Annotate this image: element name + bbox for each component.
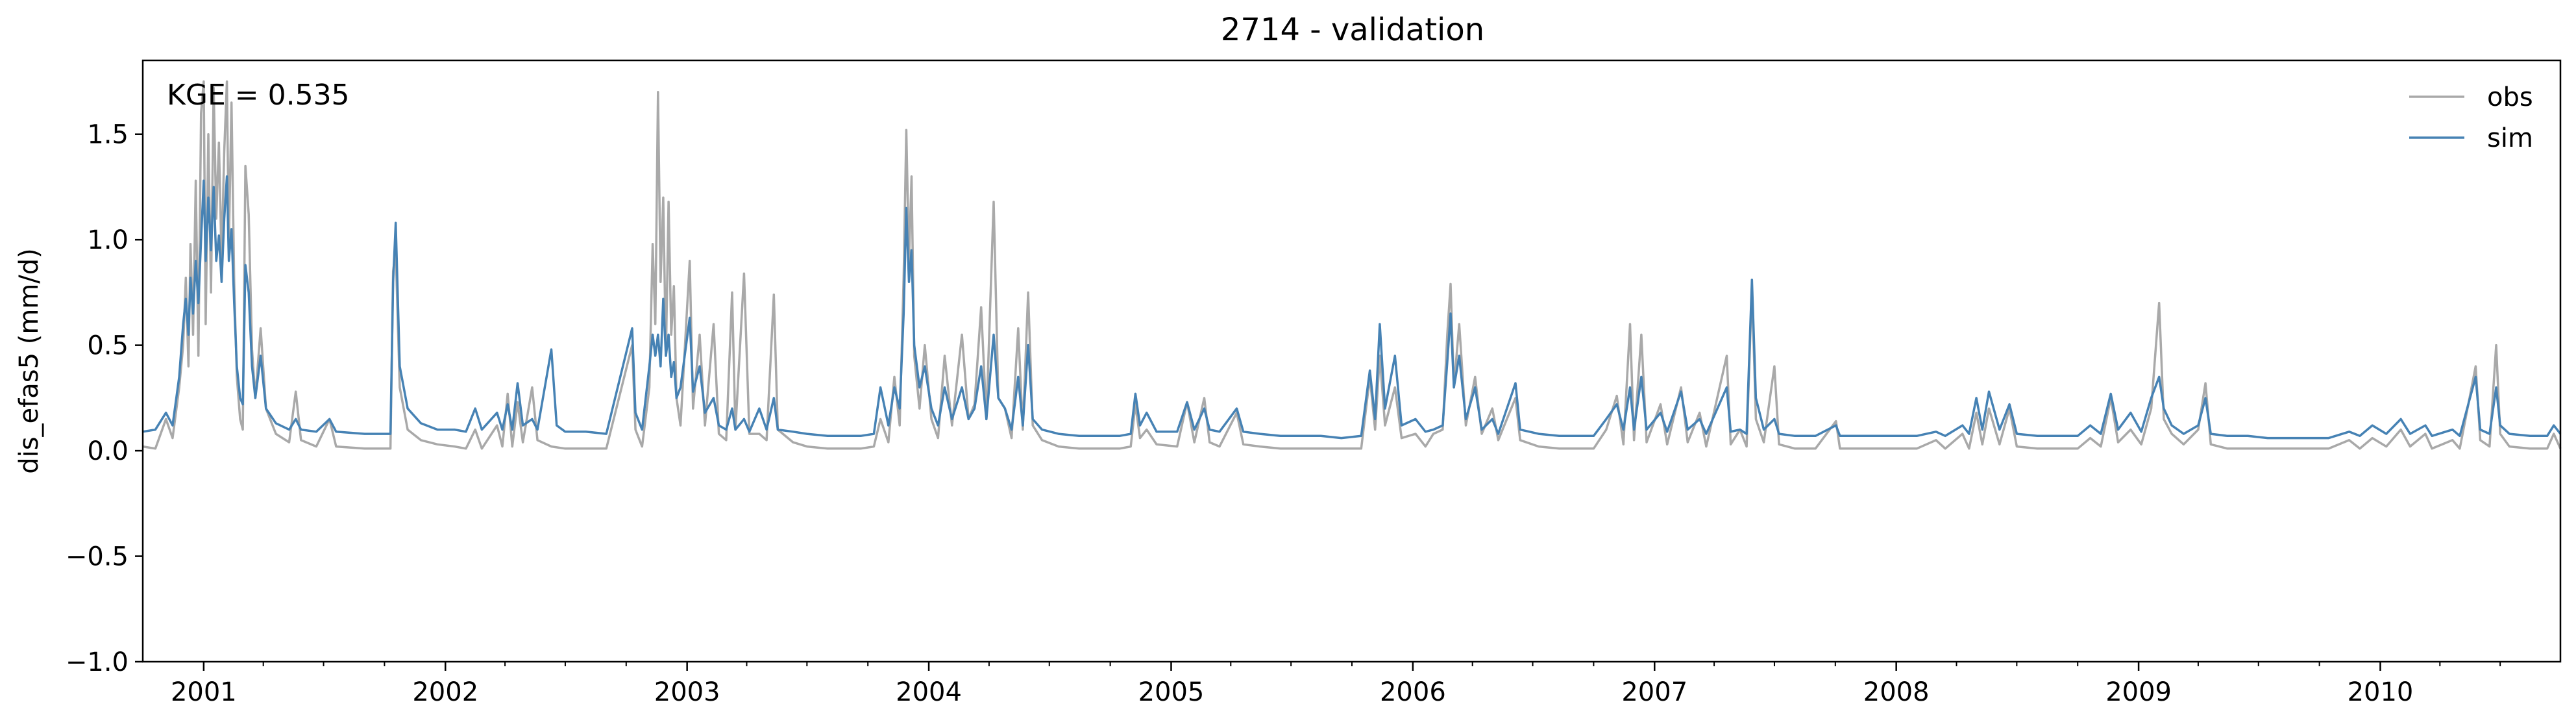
sim-series-line bbox=[142, 175, 2562, 440]
x-tick-label: 2005 bbox=[1138, 677, 1205, 707]
sim-series bbox=[142, 175, 2562, 440]
chart-title: 2714 - validation bbox=[1221, 12, 1484, 48]
y-tick-label: 0.0 bbox=[87, 436, 129, 466]
legend-obs-label: obs bbox=[2487, 82, 2533, 112]
legend-sim-label: sim bbox=[2487, 123, 2533, 153]
x-tick-label: 2007 bbox=[1621, 677, 1687, 707]
obs-series bbox=[142, 80, 2562, 450]
y-tick-label: −1.0 bbox=[66, 647, 129, 677]
y-tick-label: −0.5 bbox=[66, 542, 129, 572]
x-tick-label: 2010 bbox=[2348, 677, 2414, 707]
legend: obs sim bbox=[2409, 82, 2533, 153]
y-tick-label: 1.5 bbox=[87, 120, 129, 150]
x-tick-label: 2001 bbox=[171, 677, 237, 707]
y-axis-label: dis_efas5 (mm/d) bbox=[14, 248, 44, 474]
y-tick-label: 0.5 bbox=[87, 331, 129, 361]
obs-series-line bbox=[142, 80, 2562, 450]
x-tick-label: 2003 bbox=[654, 677, 720, 707]
y-tick-label: 1.0 bbox=[87, 225, 129, 255]
x-tick-label: 2002 bbox=[412, 677, 478, 707]
x-tick-label: 2004 bbox=[896, 677, 962, 707]
y-axis: −1.0 −0.5 0.0 0.5 1.0 1.5 bbox=[66, 120, 143, 677]
x-tick-label: 2009 bbox=[2105, 677, 2172, 707]
plot-background bbox=[143, 60, 2560, 662]
x-tick-label: 2006 bbox=[1380, 677, 1446, 707]
x-tick-label: 2008 bbox=[1863, 677, 1930, 707]
kge-annotation: KGE = 0.535 bbox=[167, 79, 350, 112]
x-axis: 2001 2002 2003 2004 2005 2006 2007 2008 2009 2010 bbox=[171, 662, 2501, 707]
plot-area bbox=[141, 59, 2562, 663]
